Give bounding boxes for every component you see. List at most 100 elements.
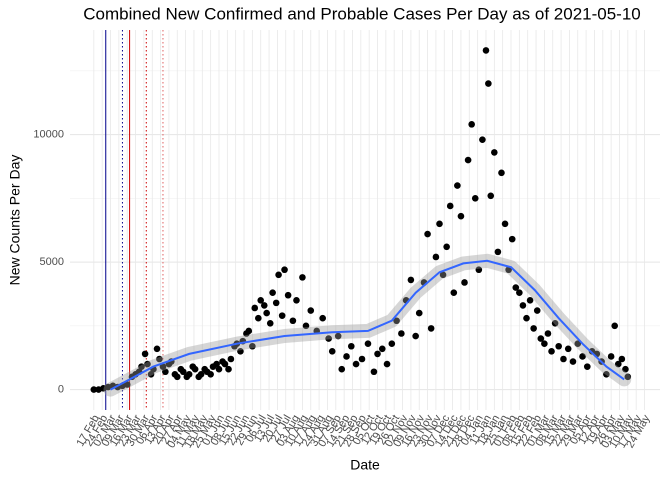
point — [530, 325, 537, 332]
point — [207, 370, 214, 378]
point — [260, 302, 268, 309]
point — [266, 319, 274, 327]
point — [498, 169, 505, 177]
point — [263, 309, 270, 317]
point — [603, 370, 610, 378]
point — [123, 381, 131, 388]
point — [479, 136, 486, 143]
point — [197, 370, 205, 378]
point — [162, 368, 169, 376]
point — [457, 212, 465, 220]
point — [364, 340, 372, 347]
point — [614, 360, 622, 368]
point — [269, 289, 276, 296]
point — [251, 304, 259, 312]
point — [533, 307, 541, 314]
y-tick-label: 5000 — [40, 256, 64, 268]
point — [494, 248, 502, 256]
point — [508, 235, 516, 243]
point — [343, 353, 350, 360]
smooth-line — [110, 259, 625, 391]
point — [454, 182, 461, 189]
point — [564, 345, 572, 353]
point — [424, 230, 431, 238]
chart-title: Combined New Confirmed and Probable Case… — [83, 4, 641, 23]
point — [179, 368, 187, 376]
point — [432, 253, 440, 261]
point — [555, 342, 562, 350]
point — [358, 355, 366, 363]
point — [485, 80, 492, 87]
point — [569, 358, 577, 365]
point — [544, 330, 552, 337]
point — [618, 355, 626, 363]
point — [90, 386, 98, 393]
point — [299, 274, 306, 281]
point — [579, 353, 586, 360]
point — [523, 314, 530, 322]
point — [275, 271, 282, 279]
point — [491, 149, 498, 156]
point — [548, 348, 555, 355]
point — [439, 271, 447, 279]
point — [461, 279, 468, 286]
point — [281, 266, 288, 274]
point — [622, 365, 629, 373]
point — [501, 220, 509, 228]
point — [583, 363, 591, 370]
point — [505, 266, 512, 274]
point — [537, 335, 545, 342]
point — [138, 363, 145, 370]
point — [482, 47, 490, 54]
point — [141, 350, 149, 358]
point — [272, 299, 280, 307]
point — [446, 202, 454, 210]
point — [378, 345, 386, 353]
point — [173, 373, 181, 381]
point — [412, 332, 419, 340]
point — [328, 348, 336, 355]
point — [144, 360, 151, 368]
point — [338, 365, 346, 373]
point — [607, 353, 615, 360]
point — [249, 342, 256, 350]
smooth-band — [103, 253, 632, 397]
point — [383, 360, 391, 368]
point — [427, 325, 435, 332]
point — [541, 340, 548, 347]
point — [526, 297, 534, 304]
point — [468, 121, 475, 128]
point — [156, 355, 163, 363]
point — [153, 345, 161, 353]
point — [436, 220, 443, 228]
point — [450, 289, 458, 296]
point — [257, 297, 265, 304]
point — [347, 342, 355, 350]
point — [325, 335, 332, 342]
point — [519, 302, 527, 309]
point — [215, 365, 223, 373]
point — [560, 355, 567, 363]
point — [516, 289, 523, 296]
point — [624, 373, 632, 381]
point — [471, 195, 479, 202]
point — [237, 348, 244, 355]
point — [398, 330, 405, 337]
point — [407, 276, 415, 284]
point — [227, 355, 235, 363]
x-axis-label: Date — [350, 457, 380, 473]
point — [487, 192, 495, 200]
point — [191, 365, 199, 373]
point — [443, 243, 450, 251]
point — [225, 365, 232, 373]
point — [334, 332, 342, 340]
point — [611, 322, 619, 330]
point — [352, 360, 360, 368]
point — [551, 319, 559, 327]
point — [464, 156, 472, 164]
y-tick-label: 0 — [58, 384, 64, 396]
point — [302, 322, 310, 330]
point — [415, 309, 423, 317]
y-axis-label: New Counts Per Day — [7, 155, 23, 286]
